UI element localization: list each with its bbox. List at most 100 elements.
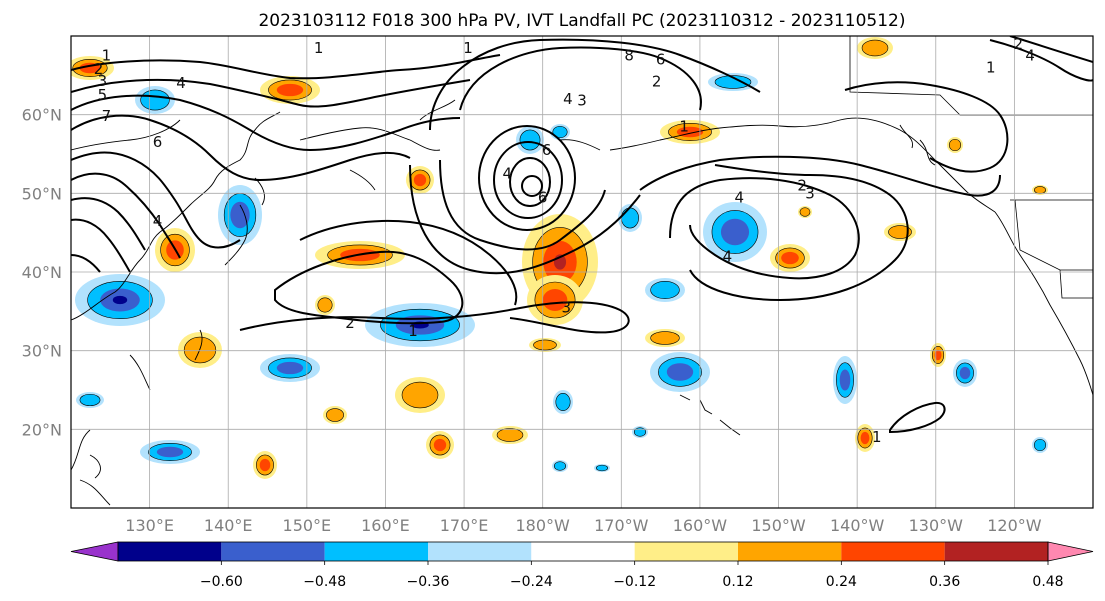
negative-anomaly-region bbox=[552, 125, 568, 139]
positive-anomaly-region bbox=[948, 138, 962, 152]
contour-label: 4 bbox=[176, 74, 186, 92]
longitude-label: 140°E bbox=[204, 516, 253, 535]
contour-label: 1 bbox=[102, 47, 112, 65]
latitude-labels: 60°N 50°N 40°N 30°N 20°N bbox=[22, 106, 62, 440]
negative-anomaly-region bbox=[621, 207, 639, 229]
positive-anomaly-region bbox=[413, 173, 427, 187]
negative-anomaly-region bbox=[553, 461, 567, 471]
gridlines bbox=[71, 36, 1093, 508]
contour-label: 6 bbox=[153, 133, 163, 151]
latitude-label: 60°N bbox=[22, 106, 62, 125]
contour-label: 1 bbox=[986, 58, 996, 76]
colorbar-segment bbox=[428, 542, 532, 561]
colorbar: −0.60 −0.48 −0.36 −0.24 −0.12 0.12 0.24 0.36 0.4… bbox=[70, 541, 1094, 590]
longitude-label: 180°W bbox=[516, 516, 571, 535]
negative-anomaly-region bbox=[714, 75, 752, 89]
negative-anomaly-region bbox=[595, 464, 609, 472]
longitude-label: 160°E bbox=[361, 516, 410, 535]
positive-anomaly-region bbox=[259, 458, 271, 472]
contour-label: 3 bbox=[577, 92, 587, 110]
pv-contours bbox=[71, 36, 1093, 434]
negative-anomaly-region bbox=[666, 363, 694, 381]
contour-label: 1 bbox=[872, 428, 882, 446]
colorbar-segment bbox=[944, 542, 1048, 561]
contour-label: 5 bbox=[98, 86, 108, 104]
longitude-labels: 130°E 140°E 150°E 160°E 170°E 180°W 170°W 160°W… bbox=[125, 516, 1041, 535]
latitude-label: 30°N bbox=[22, 342, 62, 361]
colorbar-tick-label: −0.24 bbox=[510, 574, 553, 590]
contour-label: 2 bbox=[797, 176, 807, 194]
negative-anomaly-region bbox=[79, 393, 101, 407]
positive-anomaly-region bbox=[317, 297, 333, 313]
negative-anomaly-region bbox=[720, 218, 750, 246]
negative-anomaly-region bbox=[650, 281, 680, 299]
longitude-label: 170°E bbox=[440, 516, 489, 535]
longitude-label: 150°E bbox=[283, 516, 332, 535]
colorbar-tick-label: 0.12 bbox=[722, 574, 753, 590]
contour-label: 3 bbox=[98, 72, 108, 90]
positive-anomaly-region bbox=[934, 349, 942, 361]
colorbar-segment bbox=[841, 542, 945, 561]
contour-label: 4 bbox=[153, 212, 163, 230]
coastlines bbox=[71, 99, 1093, 506]
colorbar-segment bbox=[738, 542, 842, 561]
contour-label: 4 bbox=[503, 165, 513, 183]
contour-label: 4 bbox=[723, 247, 733, 265]
negative-anomaly-region bbox=[276, 361, 304, 375]
contour-label: 4 bbox=[734, 188, 744, 206]
longitude-label: 120°W bbox=[987, 516, 1042, 535]
positive-anomaly-region bbox=[1033, 186, 1047, 194]
colorbar-segment bbox=[634, 542, 738, 561]
negative-anomaly-region bbox=[156, 446, 184, 458]
colorbar-segment bbox=[531, 542, 635, 561]
positive-anomaly-region bbox=[860, 431, 870, 445]
longitude-label: 130°E bbox=[125, 516, 174, 535]
figure-title: 2023103112 F018 300 hPa PV, IVT Landfall… bbox=[258, 11, 905, 31]
contour-label: 3 bbox=[562, 298, 572, 316]
negative-anomaly-region bbox=[839, 369, 851, 391]
contour-label: 2 bbox=[1014, 35, 1024, 53]
longitude-label: 170°W bbox=[594, 516, 649, 535]
contour-label: 8 bbox=[624, 47, 634, 65]
contour-label: 3 bbox=[805, 184, 815, 202]
contour-label: 2 bbox=[94, 60, 104, 78]
negative-anomaly-region bbox=[959, 366, 971, 380]
contour-label: 1 bbox=[314, 39, 324, 57]
negative-anomaly-region bbox=[140, 89, 170, 111]
colorbar-max-extension bbox=[1047, 541, 1094, 562]
positive-anomaly-region bbox=[799, 207, 811, 217]
longitude-label: 160°W bbox=[673, 516, 728, 535]
positive-anomaly-region bbox=[542, 289, 568, 311]
map-frame bbox=[70, 35, 1094, 509]
positive-anomaly-region bbox=[861, 39, 889, 57]
colorbar-segment bbox=[221, 542, 325, 561]
colorbar-tick-label: 0.48 bbox=[1032, 574, 1063, 590]
colorbar-frame bbox=[117, 541, 1049, 562]
colorbar-segment bbox=[324, 542, 428, 561]
positive-anomaly-region bbox=[781, 251, 799, 265]
longitude-label: 130°W bbox=[909, 516, 964, 535]
colorbar-min-extension bbox=[70, 541, 119, 562]
positive-anomaly-region bbox=[888, 225, 912, 239]
positive-anomaly-region bbox=[401, 381, 439, 409]
contour-label: 2 bbox=[652, 73, 662, 91]
contour-label: 1 bbox=[408, 322, 418, 340]
contour-label: 2 bbox=[345, 314, 355, 332]
contour-label: 4 bbox=[563, 90, 573, 108]
contour-label: 1 bbox=[463, 39, 473, 57]
colorbar-tick-label: −0.12 bbox=[613, 574, 656, 590]
negative-anomaly-region bbox=[230, 201, 250, 229]
negative-anomaly-region bbox=[555, 393, 571, 411]
negative-anomaly-region bbox=[112, 295, 128, 305]
contour-label: 6 bbox=[656, 51, 666, 69]
contour-label: 6 bbox=[538, 188, 548, 206]
pv-anomaly-shading bbox=[71, 37, 1048, 479]
contour-label: 1 bbox=[679, 117, 689, 135]
negative-anomaly-region bbox=[519, 129, 541, 151]
negative-anomaly-region bbox=[1033, 438, 1047, 452]
colorbar-tick-label: −0.48 bbox=[303, 574, 346, 590]
negative-anomaly-region bbox=[633, 427, 647, 437]
positive-anomaly-region bbox=[496, 428, 524, 442]
